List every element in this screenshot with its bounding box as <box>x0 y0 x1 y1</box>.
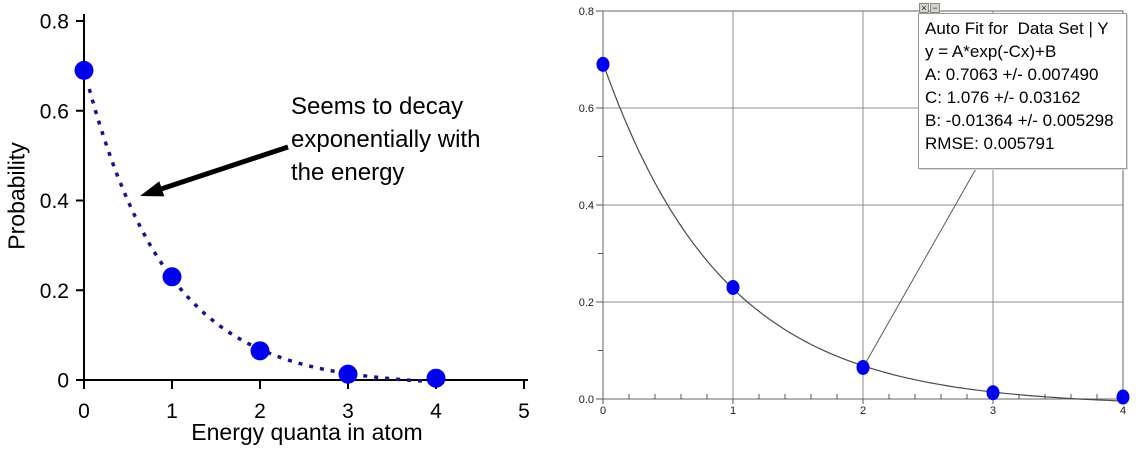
left-y-tick-label: 0.4 <box>40 190 70 213</box>
left-x-tick-label: 3 <box>342 400 354 423</box>
right-y-tick-label: 0.2 <box>579 297 594 309</box>
right-x-tick-label: 2 <box>860 405 866 417</box>
fit-results-box[interactable]: Auto Fit for Data Set | Y y = A*exp(-Cx)… <box>918 13 1127 169</box>
fitbox-titlebar: × − <box>919 3 940 13</box>
fit-equation: y = A*exp(-Cx)+B <box>925 42 1057 61</box>
left-x-tick-label: 0 <box>78 400 90 423</box>
right-data-point <box>856 359 870 375</box>
annotation-text: Seems to decay exponentially with the en… <box>291 90 480 189</box>
right-y-tick-label: 0.0 <box>579 394 594 406</box>
annotation-arrow-shaft <box>161 144 289 192</box>
right-y-tick-label: 0.6 <box>579 103 594 115</box>
fit-param-b: B: -0.01364 +/- 0.005298 <box>925 111 1114 130</box>
left-y-tick-label: 0.2 <box>40 280 69 303</box>
left-x-tick-label: 1 <box>166 400 178 423</box>
left-data-point <box>74 60 94 80</box>
left-y-axis-title: Probability <box>3 142 30 250</box>
left-y-tick-label: 0.6 <box>40 100 69 123</box>
right-x-tick-label: 3 <box>990 405 996 417</box>
right-y-tick-label: 0.4 <box>579 200 594 212</box>
fit-param-c: C: 1.076 +/- 0.03162 <box>925 88 1081 107</box>
left-data-point <box>338 364 358 384</box>
left-trendline <box>87 88 445 385</box>
left-data-point <box>426 368 446 388</box>
right-data-point <box>1116 389 1130 405</box>
right-x-tick-label: 4 <box>1120 405 1126 417</box>
left-data-point <box>250 341 270 361</box>
fit-rmse: RMSE: 0.005791 <box>925 134 1055 153</box>
annotation-arrow-head <box>140 181 165 197</box>
fitbox-minimize-icon[interactable]: − <box>930 3 940 13</box>
annotation-line: Seems to decay <box>291 93 464 120</box>
right-chart: 0 1 2 3 4 0.0 0.2 0.4 0.6 0.8 <box>579 6 1130 417</box>
right-y-tick-label: 0.8 <box>579 6 594 18</box>
right-x-tick-label: 1 <box>730 405 736 417</box>
right-data-point <box>596 56 610 72</box>
annotation-line: exponentially with <box>291 126 481 153</box>
fitbox-callout-line <box>862 166 978 368</box>
right-data-point <box>986 385 1000 401</box>
fit-box-title: Auto Fit for Data Set | Y <box>925 19 1109 38</box>
left-y-tick-label: 0.8 <box>40 11 69 34</box>
fit-param-a: A: 0.7063 +/- 0.007490 <box>925 65 1099 84</box>
left-data-point <box>162 267 182 287</box>
right-data-point <box>726 279 740 295</box>
annotation-line: the energy <box>291 159 405 186</box>
fitbox-close-icon[interactable]: × <box>919 3 929 13</box>
left-x-tick-label: 2 <box>254 400 266 423</box>
left-x-axis-title: Energy quanta in atom <box>191 419 423 445</box>
left-y-tick-label: 0 <box>57 370 69 393</box>
right-x-tick-label: 0 <box>600 405 606 417</box>
left-chart: 0 0.2 0.4 0.6 0.8 0 1 2 3 4 5 <box>40 11 530 424</box>
left-x-tick-label: 5 <box>518 400 530 423</box>
left-x-tick-label: 4 <box>430 400 442 423</box>
